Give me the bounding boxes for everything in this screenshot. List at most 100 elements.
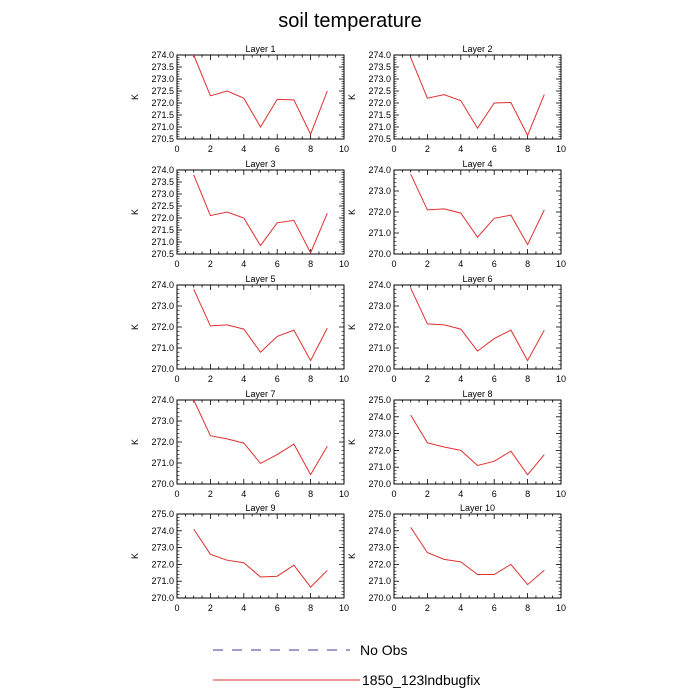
x-tick-label: 2 [425, 259, 430, 269]
x-tick-label: 10 [339, 603, 349, 613]
y-tick-label: 273.0 [151, 74, 174, 84]
y-tick-label: 273.0 [368, 543, 391, 553]
panels: Layer 1 K 0 2 4 6 8 10 270.5 271.0 271.5 272.0 272.5… [130, 44, 566, 613]
y-tick-label: 272.0 [368, 98, 391, 108]
y-axis-label: K [347, 324, 357, 330]
y-tick-label: 271.0 [368, 228, 391, 238]
x-tick-label: 2 [425, 374, 430, 384]
series-line-1850-123lndbugfix [410, 173, 545, 246]
x-tick-label: 0 [391, 374, 396, 384]
y-tick-label: 274.0 [151, 165, 174, 175]
plot-frame [176, 513, 345, 599]
y-tick-label: 273.5 [151, 177, 174, 187]
x-tick-label: 8 [308, 489, 313, 499]
y-tick-label: 273.0 [151, 416, 174, 426]
y-tick-label: 271.0 [151, 576, 174, 586]
x-tick-label: 10 [556, 489, 566, 499]
x-tick-label: 10 [339, 374, 349, 384]
x-tick-label: 6 [275, 259, 280, 269]
x-tick-label: 0 [174, 603, 179, 613]
x-tick-label: 8 [525, 144, 530, 154]
panel-layer-4: Layer 4 K 0 2 4 6 8 10 270.0 271.0 272.0 273.0 274.0 [347, 159, 566, 269]
x-tick-label: 2 [208, 259, 213, 269]
panel-title: Layer 4 [462, 159, 492, 169]
legend-label-1850-123lndbugfix: 1850_123lndbugfix [362, 672, 480, 688]
series-line-1850-123lndbugfix [193, 399, 328, 476]
plot-frame [393, 54, 562, 140]
y-tick-label: 275.0 [368, 395, 391, 405]
y-tick-label: 270.5 [151, 249, 174, 259]
y-tick-label: 272.5 [151, 86, 174, 96]
x-tick-label: 0 [174, 374, 179, 384]
plot-frame [393, 513, 562, 599]
x-tick-label: 6 [275, 374, 280, 384]
y-tick-label: 274.0 [368, 412, 391, 422]
y-tick-label: 273.0 [151, 301, 174, 311]
y-tick-label: 270.0 [151, 593, 174, 603]
panel-title: Layer 10 [460, 503, 495, 513]
y-tick-label: 273.0 [151, 189, 174, 199]
panel-layer-2: Layer 2 K 0 2 4 6 8 10 270.5 271.0 271.5 272.0 272.5… [347, 44, 566, 154]
y-axis-label: K [347, 209, 357, 215]
series-line-1850-123lndbugfix [410, 527, 545, 586]
legend: No Obs 1850_123lndbugfix [213, 642, 480, 688]
panel-layer-9: Layer 9 K 0 2 4 6 8 10 270.0 271.0 272.0 273.0 274.0… [130, 503, 349, 613]
y-tick-label: 270.0 [368, 249, 391, 259]
y-tick-label: 273.0 [151, 543, 174, 553]
plot-frame [393, 399, 562, 485]
panel-layer-6: Layer 6 K 0 2 4 6 8 10 270.0 271.0 272.0 273.0 274.0 [347, 274, 566, 384]
y-tick-label: 271.0 [151, 237, 174, 247]
y-tick-label: 270.5 [151, 134, 174, 144]
x-tick-label: 6 [275, 144, 280, 154]
x-tick-label: 8 [308, 603, 313, 613]
x-tick-label: 10 [556, 144, 566, 154]
panel-title: Layer 8 [462, 389, 492, 399]
x-tick-label: 8 [525, 259, 530, 269]
panel-title: Layer 1 [245, 44, 275, 54]
x-tick-label: 0 [174, 144, 179, 154]
y-tick-label: 272.0 [151, 437, 174, 447]
y-tick-label: 271.0 [151, 458, 174, 468]
x-tick-label: 6 [275, 489, 280, 499]
y-tick-label: 272.0 [151, 322, 174, 332]
x-tick-label: 8 [525, 374, 530, 384]
y-tick-label: 275.0 [151, 509, 174, 519]
x-tick-label: 0 [391, 144, 396, 154]
y-tick-label: 272.5 [151, 201, 174, 211]
y-tick-label: 271.0 [151, 122, 174, 132]
series-line-1850-123lndbugfix [410, 414, 545, 476]
y-axis-label: K [130, 439, 140, 445]
x-tick-label: 8 [525, 489, 530, 499]
y-tick-label: 272.5 [368, 86, 391, 96]
x-tick-label: 2 [208, 144, 213, 154]
panel-layer-8: Layer 8 K 0 2 4 6 8 10 270.0 271.0 272.0 273.0 274.0… [347, 389, 566, 499]
series-line-1850-123lndbugfix [410, 287, 545, 362]
x-tick-label: 4 [458, 603, 463, 613]
y-tick-label: 270.5 [368, 134, 391, 144]
x-tick-label: 2 [425, 603, 430, 613]
y-tick-label: 273.5 [368, 62, 391, 72]
y-tick-label: 270.0 [368, 593, 391, 603]
series-line-1850-123lndbugfix [193, 174, 328, 254]
panel-title: Layer 9 [245, 503, 275, 513]
x-tick-label: 0 [174, 259, 179, 269]
y-tick-label: 274.0 [368, 526, 391, 536]
y-tick-label: 274.0 [151, 50, 174, 60]
panel-title: Layer 2 [462, 44, 492, 54]
x-tick-label: 2 [425, 144, 430, 154]
x-tick-label: 10 [556, 603, 566, 613]
x-tick-label: 8 [308, 144, 313, 154]
y-axis-label: K [130, 324, 140, 330]
y-axis-label: K [347, 439, 357, 445]
x-tick-label: 0 [391, 259, 396, 269]
x-tick-label: 10 [339, 259, 349, 269]
x-tick-label: 6 [492, 144, 497, 154]
x-tick-label: 6 [492, 259, 497, 269]
plot-frame [176, 399, 345, 485]
x-tick-label: 10 [556, 259, 566, 269]
x-tick-label: 2 [425, 489, 430, 499]
y-tick-label: 270.0 [368, 479, 391, 489]
y-tick-label: 272.0 [368, 207, 391, 217]
y-tick-label: 274.0 [368, 165, 391, 175]
